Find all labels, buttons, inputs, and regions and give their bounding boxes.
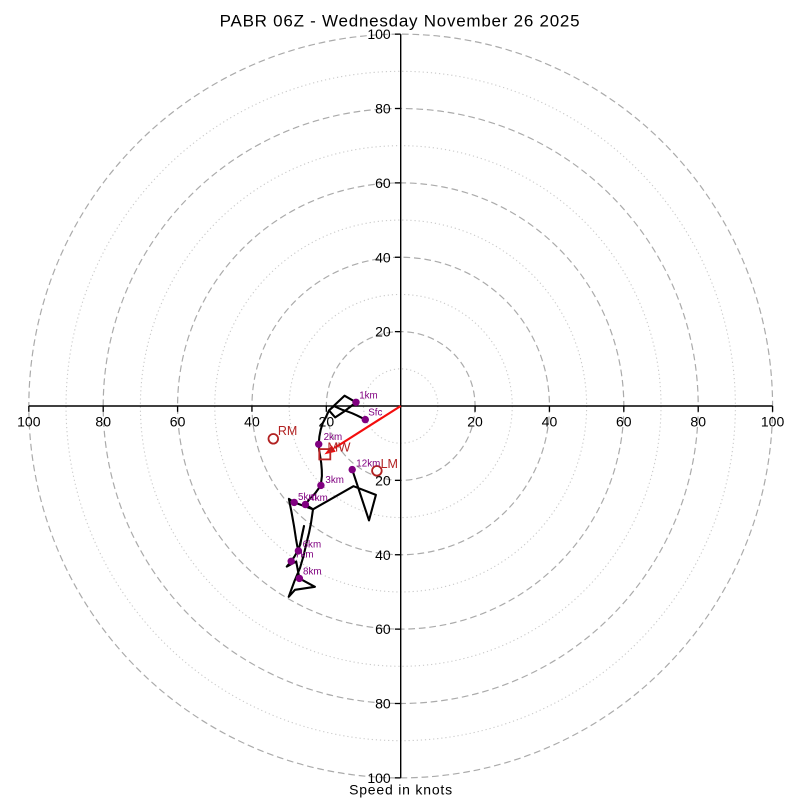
svg-text:6km: 6km	[303, 540, 322, 551]
svg-text:8km: 8km	[303, 566, 322, 577]
svg-text:20: 20	[375, 472, 391, 488]
svg-text:20: 20	[467, 414, 483, 430]
svg-text:3km: 3km	[325, 475, 344, 486]
svg-text:2km: 2km	[324, 432, 343, 443]
svg-text:40: 40	[375, 249, 391, 265]
svg-text:7km: 7km	[295, 549, 314, 560]
svg-text:100: 100	[761, 414, 785, 430]
svg-text:100: 100	[17, 414, 41, 430]
svg-text:100: 100	[367, 26, 391, 42]
svg-text:60: 60	[375, 175, 391, 191]
svg-text:100: 100	[367, 770, 391, 786]
svg-text:5km: 5km	[298, 492, 317, 503]
svg-text:80: 80	[690, 414, 706, 430]
svg-text:MW: MW	[327, 440, 351, 455]
svg-text:20: 20	[375, 324, 391, 340]
svg-text:LM: LM	[381, 457, 398, 471]
svg-text:60: 60	[375, 621, 391, 637]
svg-text:PABR 06Z - Wednesday November: PABR 06Z - Wednesday November 26 2025	[220, 12, 581, 31]
svg-text:60: 60	[616, 414, 632, 430]
svg-text:60: 60	[170, 414, 186, 430]
svg-text:1km: 1km	[359, 390, 378, 401]
svg-text:Sfc: Sfc	[368, 407, 382, 418]
svg-text:80: 80	[375, 101, 391, 117]
svg-text:40: 40	[244, 414, 260, 430]
svg-text:80: 80	[375, 696, 391, 712]
svg-text:12km: 12km	[356, 459, 380, 470]
svg-text:40: 40	[375, 547, 391, 563]
svg-text:4km: 4km	[309, 493, 328, 504]
svg-text:80: 80	[95, 414, 111, 430]
svg-text:40: 40	[542, 414, 558, 430]
svg-text:Speed in knots: Speed in knots	[349, 782, 453, 798]
svg-text:RM: RM	[278, 424, 297, 438]
